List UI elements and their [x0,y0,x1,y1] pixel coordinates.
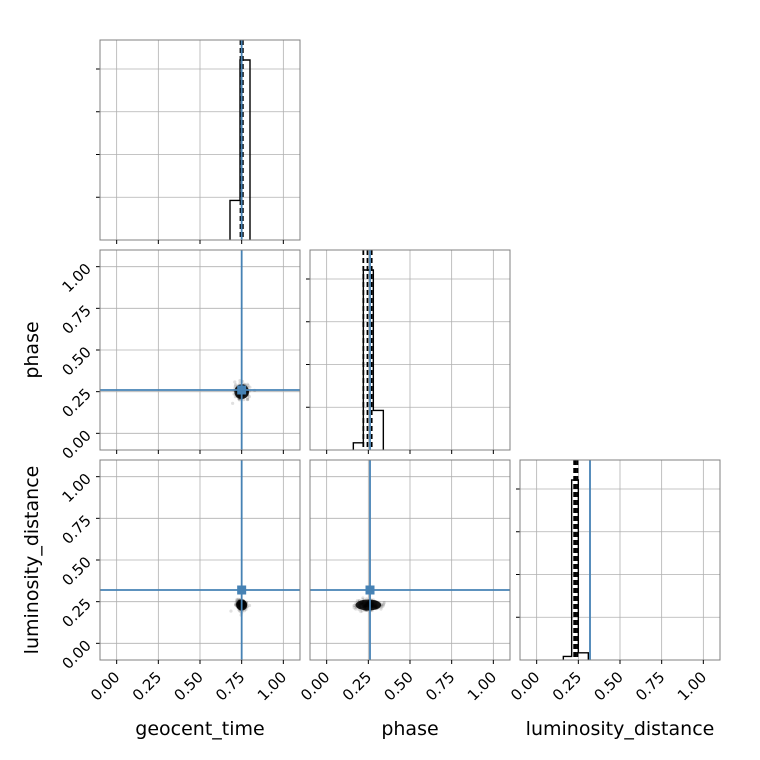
sample-point [236,597,240,601]
sample-point [235,598,239,602]
sample-point [359,609,363,614]
sample-point [382,601,386,605]
x-tick-label: 0.25 [339,668,375,704]
sample-point [247,603,252,608]
sample-point [248,385,252,389]
x-tick-label: 1.00 [464,668,500,704]
panel-luminosity_distance-vs-geocent_time: 0.000.250.500.751.000.00 0.25 0.50 0.75 1.00 [58,459,301,704]
sample-point [355,599,359,603]
sample-point [246,397,250,402]
sample-point [233,384,237,388]
sample-point [237,398,241,402]
sample-point [361,596,365,600]
x-tick-label: 0.00 [507,668,543,704]
sample-point [245,397,250,402]
x-tick-label: 1.00 [674,668,710,704]
x-tick-label: 0.75 [632,668,668,704]
sample-point [238,381,242,386]
sample-point [381,604,385,608]
y-axis-label-luminosity_distance: luminosity_distance [21,466,43,655]
panel-geocent_time-vs-geocent_time [96,39,301,244]
y-tick-label: 1.00 [58,260,94,296]
x-axis-label-phase: phase [381,718,438,740]
sample-point [234,383,238,387]
y-axis-label-phase: phase [21,321,43,378]
y-tick-label: 0.25 [58,385,94,421]
x-axis-label-geocent_time: geocent_time [135,718,264,740]
sample-point [360,609,364,613]
x-tick-label: 1.00 [254,668,290,704]
sample-point [238,379,242,383]
sample-point [379,607,383,611]
x-tick-label: 0.00 [297,668,333,704]
x-axis-label-luminosity_distance: luminosity_distance [526,718,715,740]
panel-phase-vs-phase [306,249,511,454]
sample-point [382,602,386,606]
sample-point [233,380,237,384]
y-tick-label: 0.00 [58,636,94,672]
density-core [355,599,382,611]
y-tick-label: 0.50 [58,553,94,589]
truth-marker [237,385,247,395]
sample-point [354,607,358,611]
y-tick-label: 0.50 [58,343,94,379]
axis-labels: geocent_time phase luminosity_distancephas… [21,321,714,740]
sample-point [352,604,356,608]
panel-luminosity_distance-vs-phase: 0.00 0.25 0.50 0.75 1.00 [297,459,511,704]
truth-marker [365,585,375,595]
sample-point [229,609,233,613]
truth-marker [237,585,247,595]
sample-point [247,395,251,399]
sample-point [246,383,250,388]
x-tick-label: 0.00 [87,668,123,704]
x-tick-label: 0.25 [549,668,585,704]
y-tick-label: 0.75 [58,511,94,547]
panel-phase-vs-geocent_time: 0.00 0.25 0.50 0.75 1.00 [58,249,301,463]
x-tick-label: 0.50 [590,668,626,704]
sample-point [245,396,250,400]
sample-point [235,597,239,601]
x-tick-label: 0.50 [380,668,416,704]
y-tick-label: 0.75 [58,301,94,337]
sample-point [231,401,235,405]
panel-luminosity_distance-vs-luminosity_distance: 0.00 0.25 0.50 0.75 1.00 [507,459,721,704]
x-tick-label: 0.50 [170,668,206,704]
x-tick-label: 0.75 [212,668,248,704]
sample-point [245,382,250,386]
x-tick-label: 0.25 [129,668,165,704]
sample-point [381,603,386,607]
y-tick-label: 1.00 [58,470,94,506]
x-tick-label: 0.75 [422,668,458,704]
corner-panels: 0.000.250.500.751.000.000.250.500.751.00… [58,39,721,704]
y-tick-label: 0.00 [58,426,94,462]
y-tick-label: 0.25 [58,595,94,631]
sample-point [352,606,356,610]
